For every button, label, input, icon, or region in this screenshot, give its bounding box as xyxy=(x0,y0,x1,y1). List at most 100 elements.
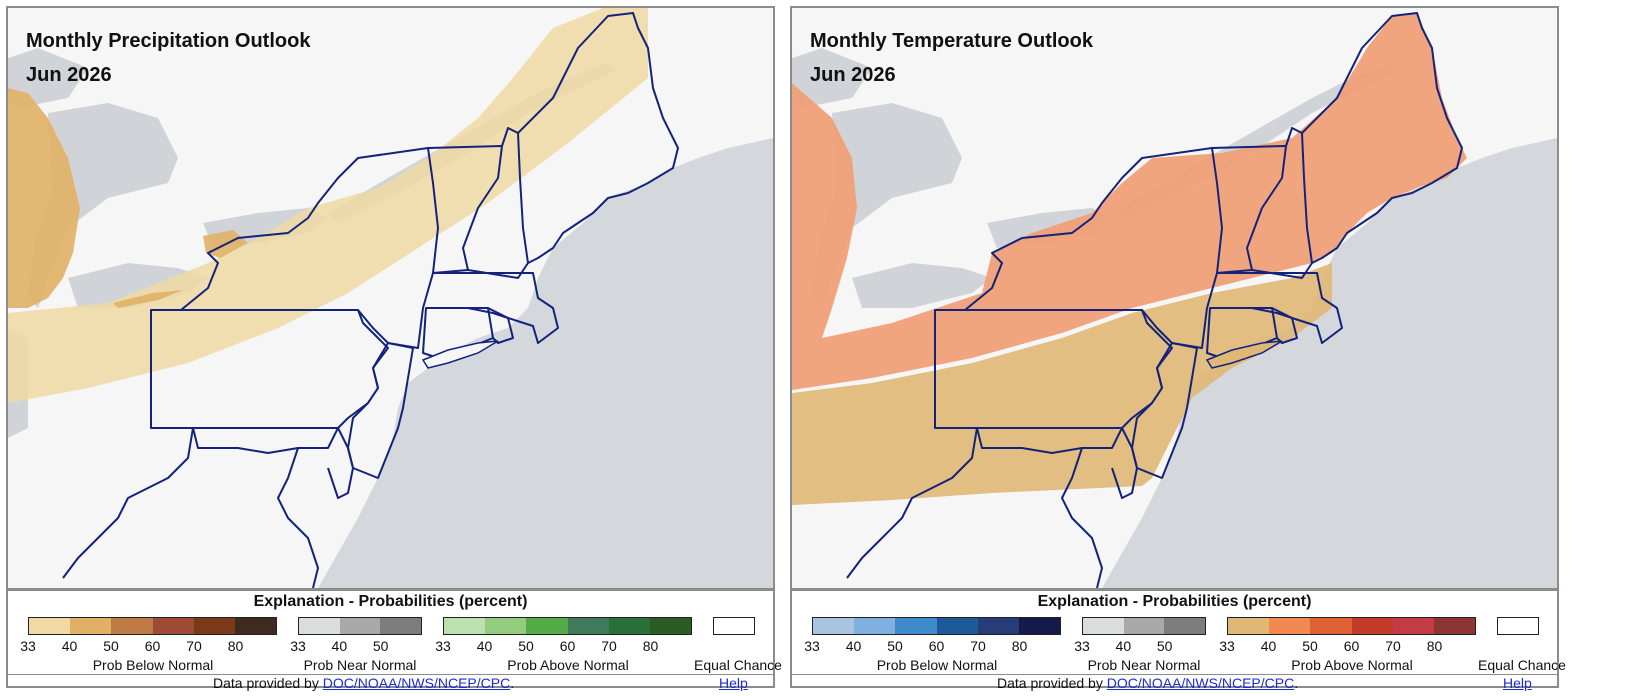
data-source-prefix: Data provided by xyxy=(213,675,319,691)
colorbar-tick-label: 80 xyxy=(1011,638,1028,654)
precip-below-40-area xyxy=(8,88,80,308)
colorbar-tick-label: 40 xyxy=(331,638,348,654)
colorbar-swatch xyxy=(567,618,609,634)
colorbar-swatch xyxy=(936,618,978,634)
colorbar-swatch xyxy=(444,618,486,634)
temperature-map-svg xyxy=(792,8,1557,588)
legend-title: Explanation - Probabilities (percent) xyxy=(1037,593,1312,610)
colorbar-tick-label: 50 xyxy=(372,638,389,654)
precipitation-map[interactable]: Monthly Precipitation Outlook Jun 2026 xyxy=(8,8,773,588)
colorbar-tick-label: 50 xyxy=(103,638,119,654)
legend: Explanation - Probabilities (percent) 33… xyxy=(792,588,1566,691)
map-period: Jun 2026 xyxy=(26,64,112,86)
delaware-border xyxy=(1111,427,1138,499)
colorbar-swatch xyxy=(299,618,340,634)
above-normal-ticks: 33 40 50 60 70 80 xyxy=(435,638,692,656)
colorbar-swatch xyxy=(649,618,692,634)
data-source-link[interactable]: DOC/NOAA/NWS/NCEP/CPC xyxy=(322,675,511,691)
colorbar-tick-label: 50 xyxy=(1156,638,1173,654)
data-source: Data provided by DOC/NOAA/NWS/NCEP/CPC. xyxy=(213,675,514,691)
above-normal-label: Prob Above Normal xyxy=(1291,657,1413,673)
legend-divider xyxy=(8,674,773,675)
colorbar-tick-label: 50 xyxy=(1302,638,1318,654)
colorbar-tick-label: 33 xyxy=(804,638,820,654)
colorbar-swatch xyxy=(152,618,194,634)
data-source-suffix: . xyxy=(1294,675,1299,691)
colorbar-tick-label: 60 xyxy=(144,638,161,654)
colorbar-tick-label: 33 xyxy=(1219,638,1235,654)
massachusetts-border xyxy=(426,272,559,344)
data-source: Data provided by DOC/NOAA/NWS/NCEP/CPC. xyxy=(997,675,1298,691)
colorbar-swatch xyxy=(1310,618,1352,634)
near-normal-label: Prob Near Normal xyxy=(303,657,417,673)
equal-chance-swatch xyxy=(1497,617,1539,635)
massachusetts-border xyxy=(1210,272,1343,344)
above-normal-colorbar xyxy=(443,617,692,635)
colorbar-swatch xyxy=(977,618,1019,634)
west-virginia-border xyxy=(846,427,978,579)
colorbar-swatch xyxy=(854,618,896,634)
below-normal-label: Prob Below Normal xyxy=(92,657,214,673)
maine-border xyxy=(1301,12,1463,264)
colorbar-tick-label: 40 xyxy=(61,638,78,654)
data-source-prefix: Data provided by xyxy=(997,675,1103,691)
new-york-border xyxy=(180,147,439,349)
state-borders xyxy=(846,12,1463,588)
colorbar-swatch xyxy=(111,618,153,634)
new-jersey-border xyxy=(347,342,414,479)
map-period: Jun 2026 xyxy=(810,64,896,86)
colorbar-tick-label: 40 xyxy=(845,638,862,654)
data-source-link[interactable]: DOC/NOAA/NWS/NCEP/CPC xyxy=(1106,675,1295,691)
temp-above-40-area xyxy=(792,13,1467,390)
near-normal-label: Prob Near Normal xyxy=(1087,657,1201,673)
colorbar-tick-label: 40 xyxy=(476,638,493,654)
help-link[interactable]: Help xyxy=(719,675,748,691)
colorbar-swatch xyxy=(193,618,235,634)
colorbar-swatch xyxy=(70,618,112,634)
equal-chance-label: Equal Chance xyxy=(1478,657,1566,673)
temperature-map[interactable]: Monthly Temperature Outlook Jun 2026 xyxy=(792,8,1557,588)
help-link[interactable]: Help xyxy=(1503,675,1532,691)
colorbar-tick-label: 40 xyxy=(1260,638,1277,654)
colorbar-tick-label: 50 xyxy=(887,638,903,654)
maryland-border xyxy=(192,427,339,454)
new-jersey-border xyxy=(1131,342,1198,479)
new-hampshire-border xyxy=(467,127,529,279)
virginia-border xyxy=(277,447,319,588)
colorbar-tick-label: 33 xyxy=(290,638,306,654)
colorbar-tick-label: 60 xyxy=(559,638,576,654)
precipitation-panel: Monthly Precipitation Outlook Jun 2026 E… xyxy=(6,6,782,691)
colorbar-swatch xyxy=(29,618,71,634)
near-normal-ticks: 33 40 50 xyxy=(1074,638,1206,656)
colorbar-tick-label: 60 xyxy=(1343,638,1360,654)
colorbar-swatch xyxy=(608,618,650,634)
legend-divider xyxy=(792,674,1557,675)
long-island xyxy=(1205,340,1283,369)
equal-chance-swatch xyxy=(713,617,755,635)
colorbar-swatch xyxy=(1433,618,1476,634)
colorbar-swatch xyxy=(485,618,527,634)
colorbar-tick-label: 80 xyxy=(642,638,659,654)
map-title: Monthly Temperature Outlook xyxy=(810,30,1093,52)
state-borders xyxy=(62,12,679,588)
map-title: Monthly Precipitation Outlook xyxy=(26,30,311,52)
colorbar-tick-label: 70 xyxy=(186,638,202,654)
colorbar-swatch xyxy=(1083,618,1124,634)
colorbar-swatch xyxy=(526,618,568,634)
below-normal-ticks: 33 40 50 60 70 80 xyxy=(20,638,277,656)
delaware-border xyxy=(327,427,354,499)
above-normal-ticks: 33 40 50 60 70 80 xyxy=(1219,638,1476,656)
near-normal-colorbar xyxy=(298,617,422,635)
temp-above-33-area xyxy=(792,263,1332,505)
colorbar-tick-label: 80 xyxy=(1426,638,1443,654)
colorbar-tick-label: 40 xyxy=(1115,638,1132,654)
colorbar-swatch xyxy=(1392,618,1434,634)
land xyxy=(8,8,773,588)
near-normal-colorbar xyxy=(1082,617,1206,635)
colorbar-tick-label: 33 xyxy=(1074,638,1090,654)
legend-title: Explanation - Probabilities (percent) xyxy=(253,593,528,610)
colorbar-swatch xyxy=(234,618,277,634)
above-normal-label: Prob Above Normal xyxy=(507,657,629,673)
land-north xyxy=(628,8,773,118)
precipitation-map-svg xyxy=(8,8,773,588)
